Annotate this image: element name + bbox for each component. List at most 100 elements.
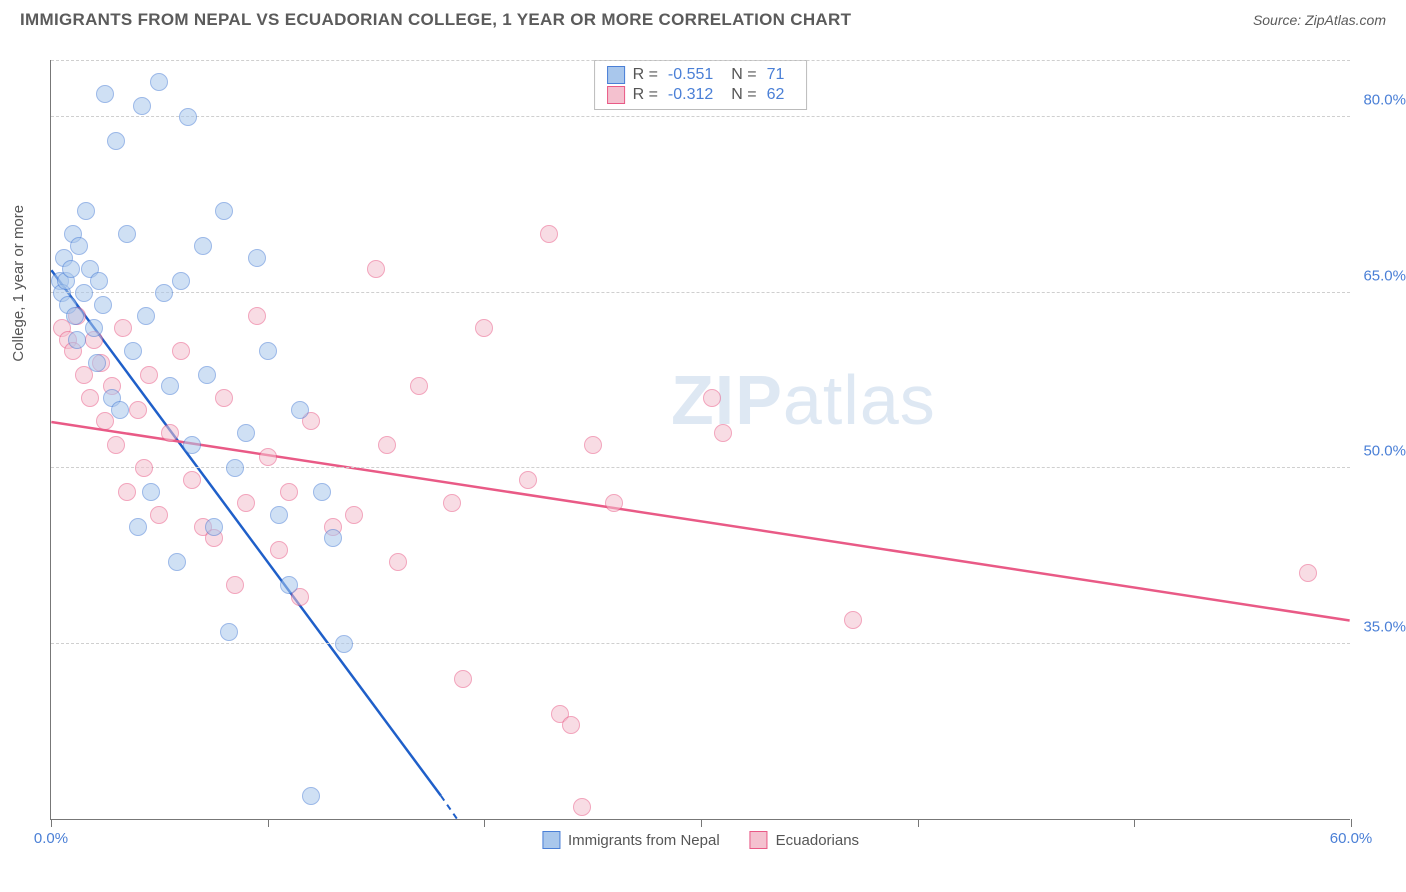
plot-area: ZIPatlas R = -0.551 N = 71 R = -0.312 N …: [50, 60, 1350, 820]
legend-swatch-series2: [750, 831, 768, 849]
scatter-point-series1: [96, 85, 114, 103]
scatter-point-series1: [62, 260, 80, 278]
x-tick: [51, 819, 52, 827]
scatter-point-series1: [194, 237, 212, 255]
scatter-point-series1: [324, 529, 342, 547]
scatter-point-series1: [129, 518, 147, 536]
scatter-point-series1: [198, 366, 216, 384]
x-tick-label: 0.0%: [34, 830, 68, 847]
scatter-point-series2: [475, 319, 493, 337]
legend-item-series1: Immigrants from Nepal: [542, 831, 720, 849]
trendline: [441, 796, 473, 819]
scatter-point-series2: [215, 389, 233, 407]
scatter-point-series2: [703, 389, 721, 407]
legend-stats-row-2: R = -0.312 N = 62: [607, 85, 795, 105]
scatter-point-series1: [248, 249, 266, 267]
r-label: R =: [633, 66, 658, 84]
scatter-point-series2: [844, 611, 862, 629]
legend-series: Immigrants from Nepal Ecuadorians: [542, 831, 859, 849]
legend-swatch-series1: [607, 66, 625, 84]
scatter-point-series1: [215, 202, 233, 220]
scatter-point-series1: [70, 237, 88, 255]
scatter-point-series2: [378, 436, 396, 454]
y-tick-label: 50.0%: [1356, 443, 1406, 460]
scatter-point-series2: [118, 483, 136, 501]
chart-title: IMMIGRANTS FROM NEPAL VS ECUADORIAN COLL…: [20, 10, 851, 30]
scatter-point-series1: [107, 132, 125, 150]
y-tick-label: 80.0%: [1356, 92, 1406, 109]
gridline-horizontal: [51, 116, 1350, 117]
scatter-point-series1: [313, 483, 331, 501]
source-attribution: Source: ZipAtlas.com: [1253, 12, 1386, 28]
scatter-point-series2: [443, 494, 461, 512]
scatter-point-series2: [161, 424, 179, 442]
scatter-point-series2: [150, 506, 168, 524]
gridline-horizontal: [51, 467, 1350, 468]
legend-label-series2: Ecuadorians: [776, 832, 859, 849]
legend-label-series1: Immigrants from Nepal: [568, 832, 720, 849]
scatter-point-series1: [142, 483, 160, 501]
scatter-point-series2: [540, 225, 558, 243]
scatter-point-series2: [135, 459, 153, 477]
gridline-horizontal: [51, 60, 1350, 61]
x-tick: [484, 819, 485, 827]
scatter-point-series1: [155, 284, 173, 302]
r-value-series1: -0.551: [668, 66, 713, 84]
n-label: N =: [731, 66, 756, 84]
scatter-point-series2: [107, 436, 125, 454]
scatter-point-series1: [88, 354, 106, 372]
scatter-point-series2: [389, 553, 407, 571]
scatter-point-series1: [118, 225, 136, 243]
x-tick: [268, 819, 269, 827]
scatter-point-series2: [140, 366, 158, 384]
y-axis-label: College, 1 year or more: [10, 205, 27, 362]
y-tick-label: 35.0%: [1356, 618, 1406, 635]
x-tick: [918, 819, 919, 827]
scatter-point-series2: [454, 670, 472, 688]
scatter-point-series1: [220, 623, 238, 641]
scatter-point-series1: [302, 787, 320, 805]
x-tick: [701, 819, 702, 827]
scatter-point-series1: [150, 73, 168, 91]
scatter-point-series2: [1299, 564, 1317, 582]
scatter-point-series1: [161, 377, 179, 395]
scatter-point-series2: [248, 307, 266, 325]
scatter-point-series1: [205, 518, 223, 536]
scatter-point-series1: [172, 272, 190, 290]
scatter-point-series1: [90, 272, 108, 290]
scatter-point-series2: [280, 483, 298, 501]
gridline-horizontal: [51, 292, 1350, 293]
legend-stats-row-1: R = -0.551 N = 71: [607, 65, 795, 85]
scatter-point-series2: [96, 412, 114, 430]
scatter-point-series2: [410, 377, 428, 395]
scatter-point-series1: [335, 635, 353, 653]
chart-header: IMMIGRANTS FROM NEPAL VS ECUADORIAN COLL…: [0, 0, 1406, 36]
scatter-point-series2: [270, 541, 288, 559]
legend-swatch-series2: [607, 86, 625, 104]
scatter-point-series2: [226, 576, 244, 594]
scatter-point-series2: [519, 471, 537, 489]
scatter-point-series1: [259, 342, 277, 360]
scatter-point-series1: [270, 506, 288, 524]
gridline-horizontal: [51, 643, 1350, 644]
y-tick-label: 65.0%: [1356, 267, 1406, 284]
scatter-point-series1: [168, 553, 186, 571]
scatter-point-series2: [714, 424, 732, 442]
scatter-point-series2: [259, 448, 277, 466]
scatter-point-series1: [68, 331, 86, 349]
scatter-point-series1: [291, 401, 309, 419]
scatter-point-series1: [280, 576, 298, 594]
scatter-point-series1: [137, 307, 155, 325]
scatter-point-series1: [133, 97, 151, 115]
x-tick: [1134, 819, 1135, 827]
scatter-point-series1: [66, 307, 84, 325]
scatter-point-series1: [77, 202, 95, 220]
scatter-point-series1: [179, 108, 197, 126]
scatter-point-series1: [94, 296, 112, 314]
scatter-point-series2: [345, 506, 363, 524]
scatter-point-series1: [111, 401, 129, 419]
scatter-point-series1: [124, 342, 142, 360]
scatter-point-series1: [75, 284, 93, 302]
scatter-point-series2: [573, 798, 591, 816]
scatter-point-series2: [81, 389, 99, 407]
